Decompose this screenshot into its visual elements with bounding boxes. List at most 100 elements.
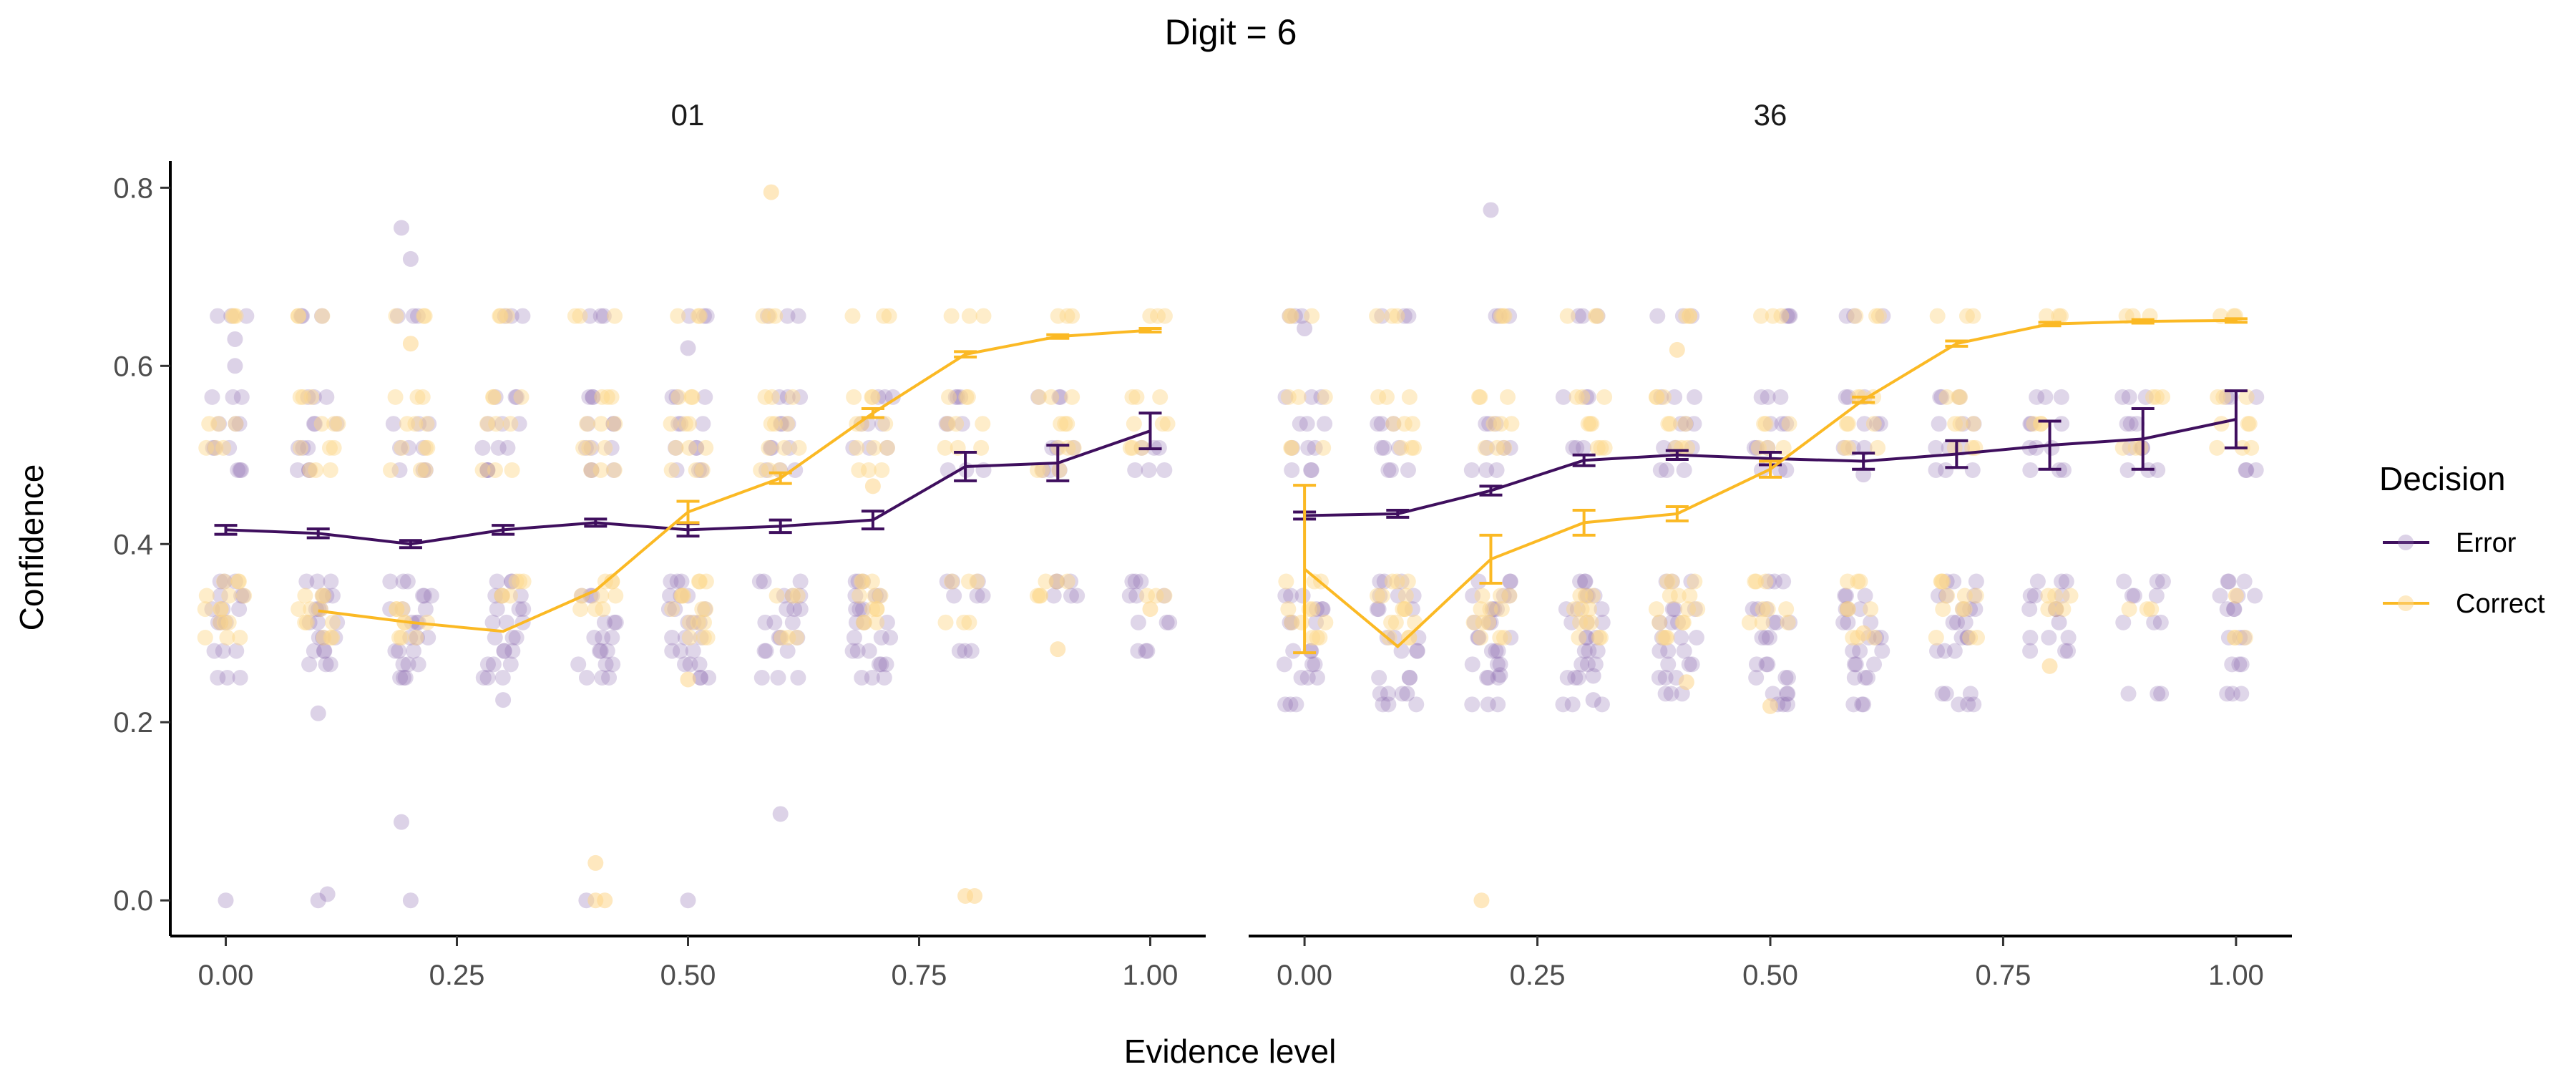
data-point (1681, 656, 1697, 673)
data-point (1575, 439, 1591, 456)
data-point (2238, 462, 2254, 478)
data-point (879, 614, 895, 630)
data-point (227, 573, 243, 590)
data-point (1128, 389, 1145, 405)
data-point (2220, 573, 2237, 590)
data-point (1758, 601, 1775, 618)
data-point (940, 416, 956, 432)
data-point (1938, 389, 1955, 405)
data-point (409, 389, 426, 405)
data-point (2047, 588, 2064, 604)
data-point (1754, 629, 1770, 645)
data-point (402, 336, 419, 352)
data-point (1405, 439, 1422, 456)
data-point (1051, 462, 1068, 478)
data-point (595, 308, 612, 324)
data-point (484, 389, 501, 405)
data-point (1156, 308, 1173, 324)
data-point (1678, 674, 1694, 691)
data-point (884, 389, 901, 405)
data-point (382, 573, 399, 590)
data-point (1483, 202, 1499, 218)
data-point (2153, 686, 2170, 702)
data-point (578, 670, 595, 686)
data-point (1748, 670, 1765, 686)
data-point (599, 643, 615, 659)
data-point (1780, 686, 1796, 702)
data-point (1373, 439, 1390, 456)
data-point (767, 308, 784, 324)
data-point (2248, 462, 2264, 478)
data-point (2060, 629, 2077, 645)
data-point (776, 588, 792, 604)
data-point (1309, 670, 1325, 686)
data-point (769, 588, 785, 604)
data-point (303, 389, 320, 405)
data-point (2224, 656, 2240, 673)
data-point (954, 416, 970, 432)
data-point (873, 629, 889, 645)
data-point (1750, 601, 1766, 618)
data-point (212, 588, 228, 604)
data-point (670, 308, 686, 324)
data-point (1855, 696, 1872, 713)
data-point (210, 614, 226, 630)
data-point (1653, 389, 1669, 405)
data-point (2248, 389, 2265, 405)
data-point (394, 601, 411, 618)
data-point (301, 462, 318, 478)
data-point (318, 588, 335, 604)
data-point (1848, 308, 1864, 324)
data-point (198, 588, 215, 604)
data-point (1404, 601, 1420, 618)
y-tick-label: 0.2 (113, 707, 153, 739)
data-point (1930, 588, 1946, 604)
data-point (1746, 439, 1762, 456)
data-point (485, 389, 502, 405)
data-point (2127, 439, 2144, 456)
data-point (1964, 462, 1981, 478)
data-point (2238, 462, 2255, 478)
data-point (289, 462, 306, 478)
data-point (1775, 696, 1792, 713)
data-point (1846, 670, 1863, 686)
data-point (298, 614, 315, 630)
data-point (303, 601, 319, 618)
data-point (694, 601, 711, 618)
data-point (292, 389, 308, 405)
data-point (1582, 416, 1599, 432)
data-point (2241, 416, 2258, 432)
data-point (1394, 686, 1410, 702)
data-point (1960, 696, 1976, 713)
data-point (210, 308, 226, 324)
data-point (327, 629, 343, 645)
data-point (2121, 601, 2137, 618)
data-point (1492, 656, 1508, 673)
data-point (594, 670, 610, 686)
data-point (1372, 588, 1388, 604)
data-point (691, 462, 707, 478)
data-point (1572, 573, 1589, 590)
data-point (1946, 439, 1963, 456)
data-point (580, 416, 596, 432)
data-point (1400, 462, 1416, 478)
data-point (300, 439, 316, 456)
data-point (1962, 601, 1979, 618)
data-point (784, 588, 801, 604)
data-point (2218, 389, 2235, 405)
data-point (1149, 308, 1166, 324)
data-point (605, 462, 622, 478)
data-point (780, 416, 796, 432)
data-point (1308, 614, 1324, 630)
data-point (508, 629, 525, 645)
data-point (1966, 696, 1982, 713)
data-point (848, 601, 864, 618)
data-point (1848, 656, 1864, 673)
data-point (1122, 439, 1138, 456)
data-point (416, 308, 432, 324)
y-tick-label: 0.4 (113, 529, 153, 560)
data-point (1838, 588, 1854, 604)
data-point (1372, 686, 1388, 702)
data-point (946, 588, 962, 604)
x-tick-label: 0.75 (1976, 960, 2031, 991)
